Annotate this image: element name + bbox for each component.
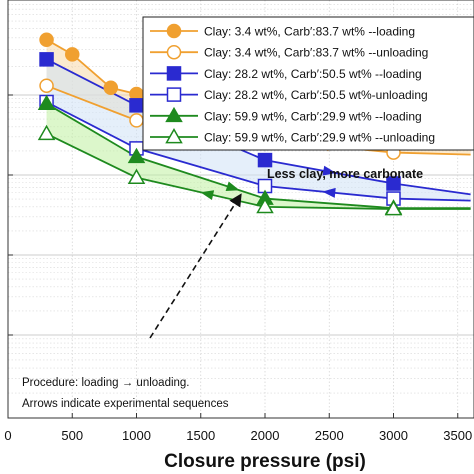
data-point: [37, 124, 56, 141]
legend-marker: [165, 128, 183, 144]
trend-annotation: Less clay, more carbonate: [267, 167, 423, 181]
legend-marker: [165, 106, 183, 123]
data-point: [103, 80, 119, 96]
hysteresis-fill-2: [46, 59, 471, 201]
x-tick-label: 3500: [443, 428, 472, 443]
procedure-note: Procedure: loading → unloading.: [22, 377, 190, 389]
data-point: [257, 152, 273, 168]
x-axis-ticks: 0 500 1000 1500 2000 2500 3000 3500: [4, 413, 472, 443]
legend-label: Clay: 3.4 wt%, Carb′:83.7 wt% --loading: [204, 25, 415, 39]
legend: Clay: 3.4 wt%, Carb′:83.7 wt% --loading C…: [142, 16, 474, 151]
x-tick-label: 0: [4, 428, 11, 443]
legend-label: Clay: 3.4 wt%, Carb′:83.7 wt% --unloadin…: [204, 46, 428, 60]
legend-marker: [166, 66, 182, 81]
arrows-note: Arrows indicate experimental sequences: [22, 398, 229, 410]
data-point: [256, 197, 274, 214]
data-point: [39, 52, 54, 67]
x-tick-label: 500: [61, 428, 83, 443]
sequence-arrow: [322, 187, 336, 198]
legend-label: Clay: 59.9 wt%, Carb′:29.9 wt% --unloadi…: [204, 131, 435, 145]
data-point: [129, 113, 144, 128]
x-tick-label: 2500: [315, 428, 344, 443]
sequence-arrow: [322, 165, 337, 176]
hysteresis-fill-3: [46, 103, 471, 209]
legend-box: [142, 16, 474, 151]
x-axis-title: Closure pressure (psi): [164, 451, 366, 472]
legend-label: Clay: 28.2 wt%, Carb′:50.5 wt% --loading: [204, 67, 422, 81]
x-tick-label: 3000: [379, 428, 408, 443]
trend-arrow: [149, 193, 242, 339]
data-point: [127, 168, 146, 185]
x-tick-label: 2000: [251, 428, 280, 443]
sequence-arrow: [225, 181, 240, 191]
legend-marker: [166, 87, 182, 102]
data-point: [39, 32, 54, 47]
legend-marker: [166, 23, 182, 39]
data-point: [39, 78, 54, 93]
data-point: [127, 147, 146, 164]
data-point: [386, 176, 401, 191]
legend-label: Clay: 28.2 wt%, Carb′:50.5 wt%-unloading: [204, 88, 428, 102]
data-point: [384, 200, 403, 216]
x-tick-label: 1000: [122, 428, 151, 443]
grid: [7, 0, 474, 418]
data-point: [37, 94, 56, 111]
legend-marker: [166, 44, 182, 60]
data-point: [65, 47, 80, 62]
x-tick-label: 1500: [186, 428, 215, 443]
y-ticks: [8, 94, 13, 336]
legend-label: Clay: 59.9 wt%, Carb′:29.9 wt% --loading: [204, 109, 422, 123]
sequence-arrow: [200, 190, 215, 200]
plot-frame: [7, 0, 474, 419]
data-point: [129, 98, 144, 113]
